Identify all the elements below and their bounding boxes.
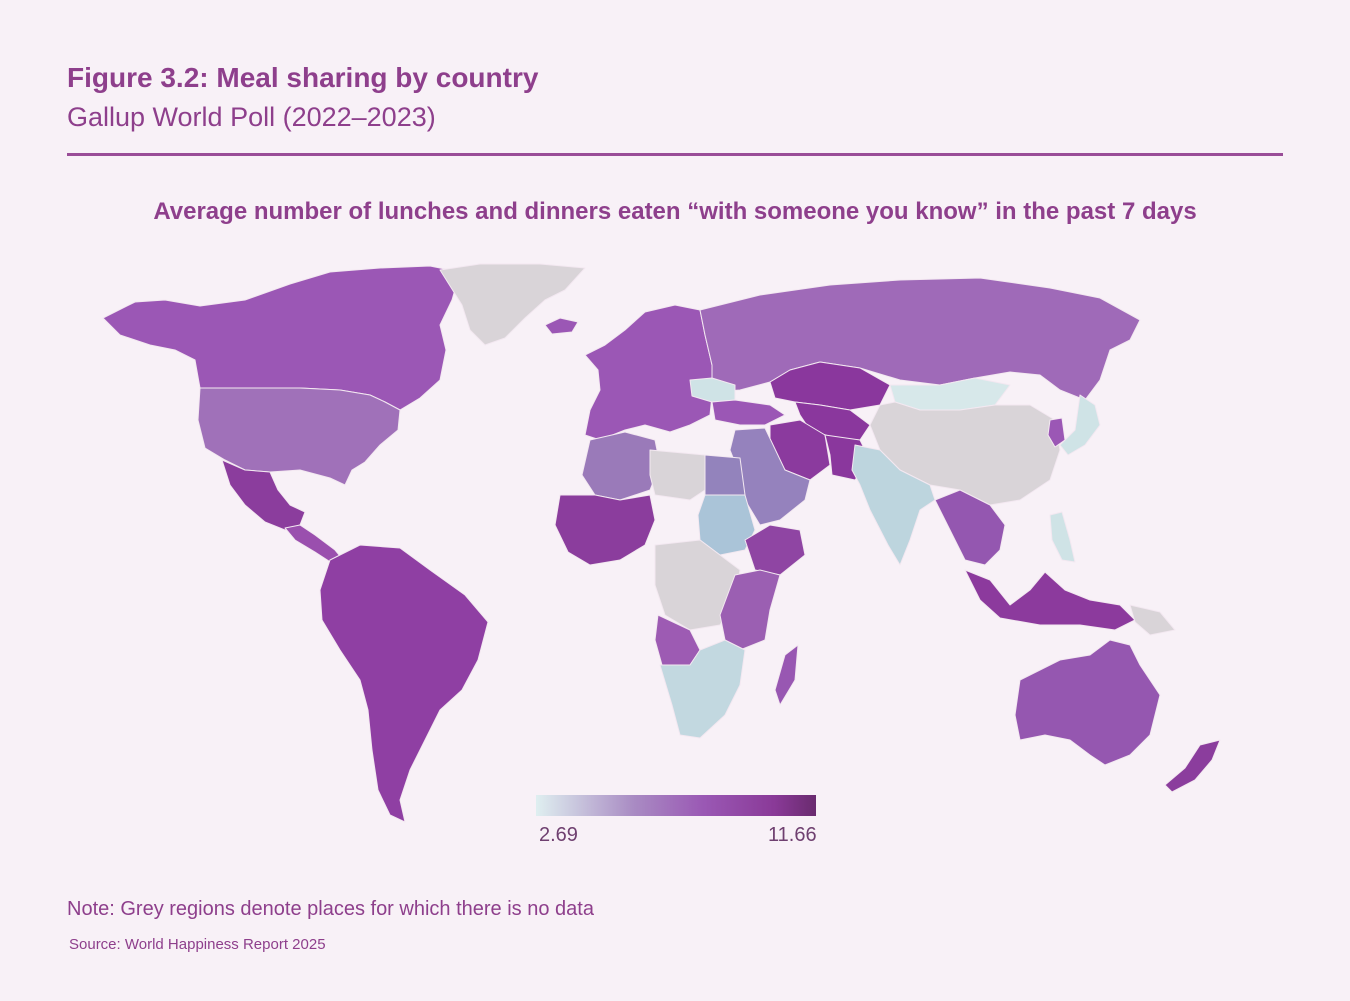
region-mainland-southeast-asia — [934, 489, 1006, 566]
map-title: Average number of lunches and dinners ea… — [153, 198, 1197, 225]
region-philippines — [1049, 511, 1076, 563]
region-japan — [1059, 394, 1101, 456]
source-note: Source: World Happiness Report 2025 — [69, 936, 326, 953]
region-canada — [102, 265, 461, 411]
region-russia — [699, 277, 1141, 401]
region-united-states — [197, 387, 401, 486]
region-libya — [649, 449, 706, 501]
no-data-note: Note: Grey regions denote places for whi… — [67, 898, 594, 920]
color-scale-min-label: 2.69 — [539, 824, 578, 846]
region-west-africa — [554, 494, 656, 566]
region-korea — [1047, 417, 1066, 448]
region-indonesia — [964, 569, 1136, 631]
region-egypt — [704, 454, 746, 501]
figure-title: Figure 3.2: Meal sharing by country — [67, 62, 539, 93]
region-turkey — [711, 399, 786, 426]
region-east-africa — [719, 569, 781, 651]
figure-subtitle: Gallup World Poll (2022–2023) — [67, 102, 436, 132]
region-morocco-algeria — [581, 431, 661, 501]
region-mexico — [221, 459, 306, 531]
region-iceland — [544, 317, 579, 335]
color-scale-max-label: 11.66 — [768, 824, 817, 846]
region-sudan — [697, 494, 756, 556]
region-europe — [584, 304, 713, 441]
region-papua — [1129, 604, 1176, 636]
region-new-zealand — [1164, 739, 1221, 793]
title-divider — [67, 153, 1283, 156]
region-madagascar — [774, 644, 799, 706]
color-scale-bar — [536, 795, 816, 816]
region-greenland — [439, 263, 586, 346]
region-india — [851, 444, 936, 566]
region-australia — [1014, 639, 1161, 766]
region-southern-africa — [659, 639, 746, 739]
region-south-america — [319, 544, 489, 823]
region-ethiopia — [744, 524, 806, 576]
